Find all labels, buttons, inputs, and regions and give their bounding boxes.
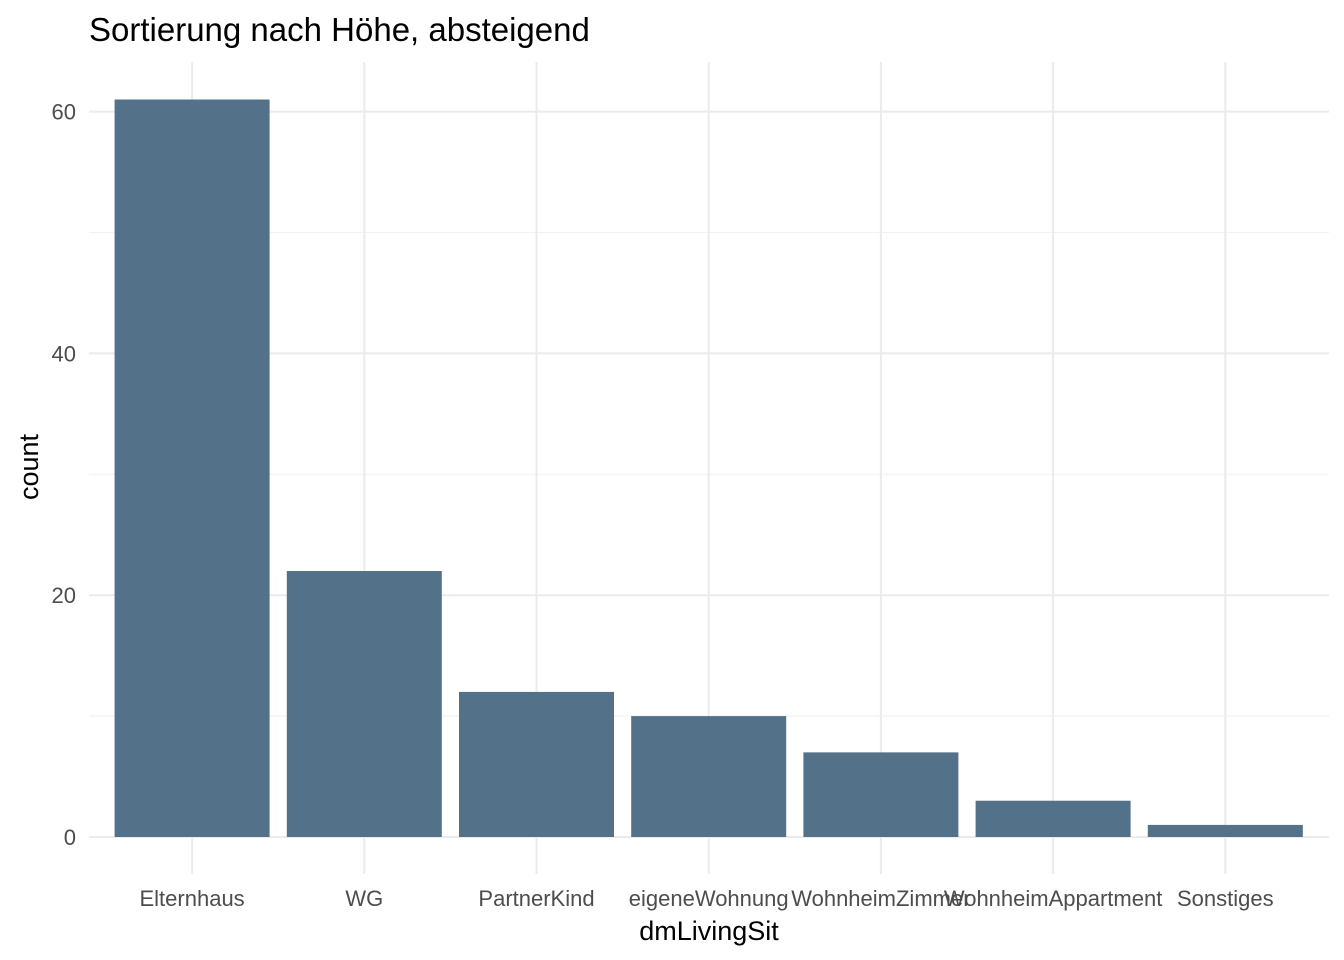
x-tick-label: eigeneWohnung [629, 886, 789, 911]
grid-layer [89, 62, 1329, 874]
bars-layer [114, 99, 1303, 837]
y-axis-title: count [14, 433, 44, 500]
bar-partnerkind [459, 691, 614, 837]
x-tick-label: PartnerKind [478, 886, 594, 911]
ticks-layer: 0 20 40 60 Elternhaus WG PartnerKind eigeneWohn… [52, 100, 1274, 911]
bar-wohnheimzimmer [803, 752, 959, 837]
x-tick-label: Elternhaus [140, 886, 245, 911]
y-tick-label: 60 [52, 100, 76, 125]
chart-title: Sortierung nach Höhe, absteigend [89, 11, 590, 48]
x-tick-label: WG [345, 886, 383, 911]
y-tick-label: 40 [52, 341, 76, 366]
x-tick-label: WohnheimAppartment [944, 886, 1163, 911]
bar-sonstiges [1147, 824, 1303, 837]
x-axis-title: dmLivingSit [639, 916, 779, 946]
bar-wohnheimappartment [975, 800, 1131, 837]
bar-elternhaus [114, 99, 270, 837]
bar-eigenewohnung [631, 716, 787, 837]
bar-wg [286, 571, 442, 837]
y-tick-label: 20 [52, 583, 76, 608]
y-tick-label: 0 [64, 825, 76, 850]
x-tick-label: WohnheimZimmer [791, 886, 970, 911]
x-tick-label: Sonstiges [1177, 886, 1274, 911]
